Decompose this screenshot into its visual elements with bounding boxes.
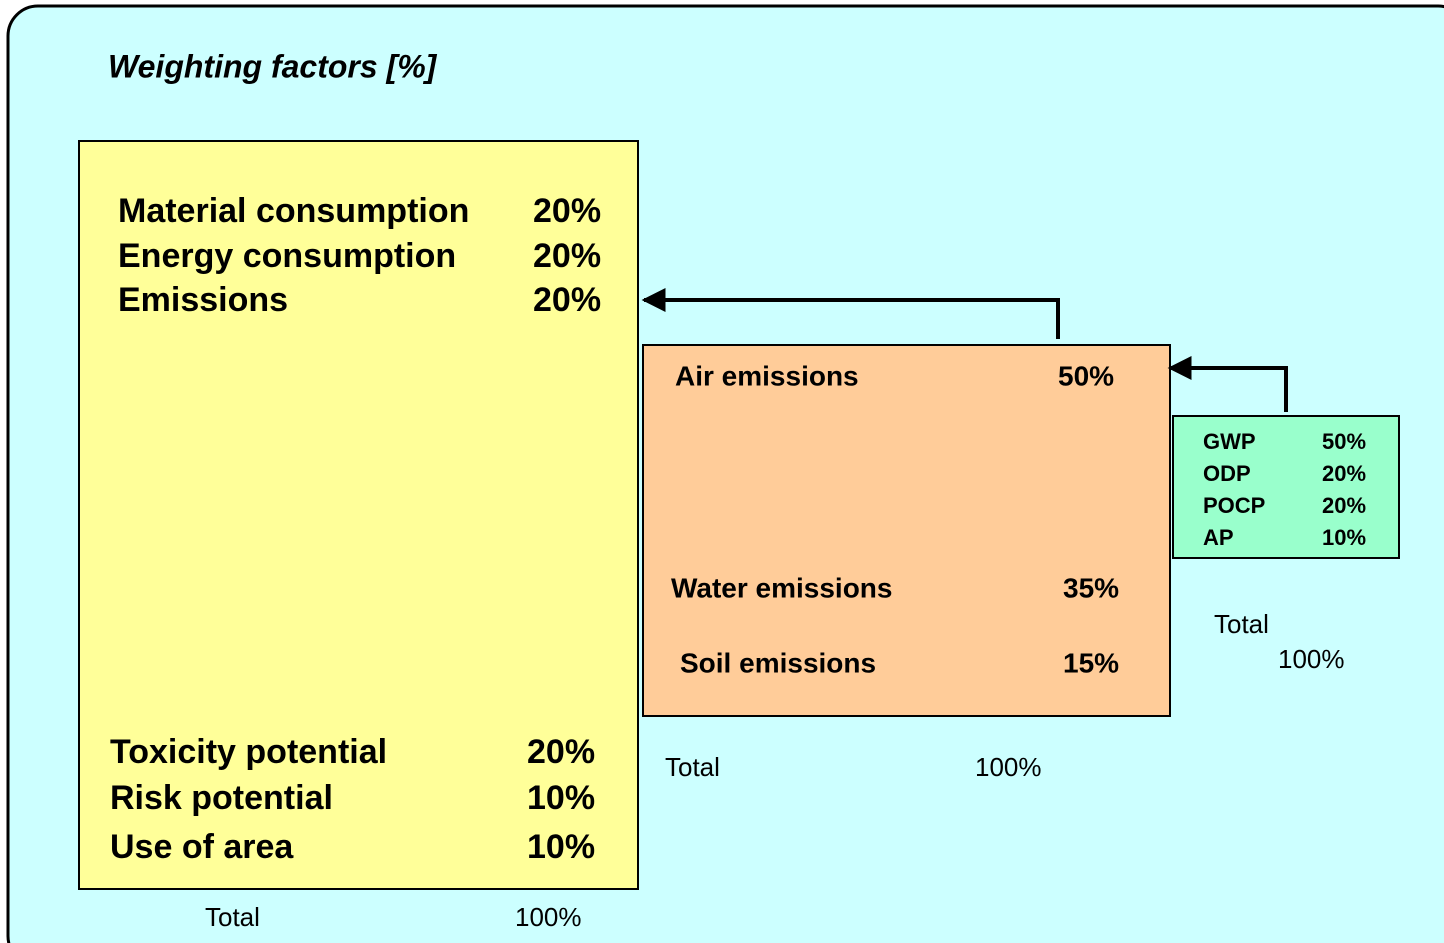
total-value: 100% [1278, 644, 1345, 674]
title: Weighting factors [%] [108, 48, 438, 84]
item-label: Emissions [118, 281, 288, 319]
main-box [78, 140, 639, 890]
item-value: 20% [1322, 461, 1366, 486]
arrow [1167, 356, 1288, 412]
item-value: 10% [527, 779, 595, 817]
item-value: 50% [1058, 360, 1114, 391]
item-label: Toxicity potential [110, 733, 387, 771]
item-label: Risk potential [110, 779, 333, 817]
total-label: Total [1214, 609, 1269, 639]
air-box [1172, 415, 1400, 559]
item-label: Energy consumption [118, 237, 456, 275]
arrow [641, 288, 1060, 339]
total-label: Total [205, 902, 260, 932]
item-value: 10% [1322, 525, 1366, 550]
item-label: POCP [1203, 493, 1265, 518]
total-value: 100% [515, 902, 582, 932]
item-value: 50% [1322, 429, 1366, 454]
item-value: 20% [533, 192, 601, 230]
emissions-box [642, 344, 1171, 717]
item-label: Material consumption [118, 192, 469, 230]
item-label: ODP [1203, 461, 1251, 486]
item-value: 20% [533, 237, 601, 275]
item-label: AP [1203, 525, 1234, 550]
total-label: Total [665, 752, 720, 782]
item-value: 20% [1322, 493, 1366, 518]
item-value: 20% [527, 733, 595, 771]
item-value: 10% [527, 828, 595, 866]
item-value: 20% [533, 281, 601, 319]
item-value: 35% [1063, 572, 1119, 603]
item-label: GWP [1203, 429, 1256, 454]
item-label: Soil emissions [680, 647, 876, 678]
item-label: Use of area [110, 828, 294, 866]
total-value: 100% [975, 752, 1042, 782]
item-label: Water emissions [671, 572, 892, 603]
item-value: 15% [1063, 647, 1119, 678]
item-label: Air emissions [675, 360, 859, 391]
